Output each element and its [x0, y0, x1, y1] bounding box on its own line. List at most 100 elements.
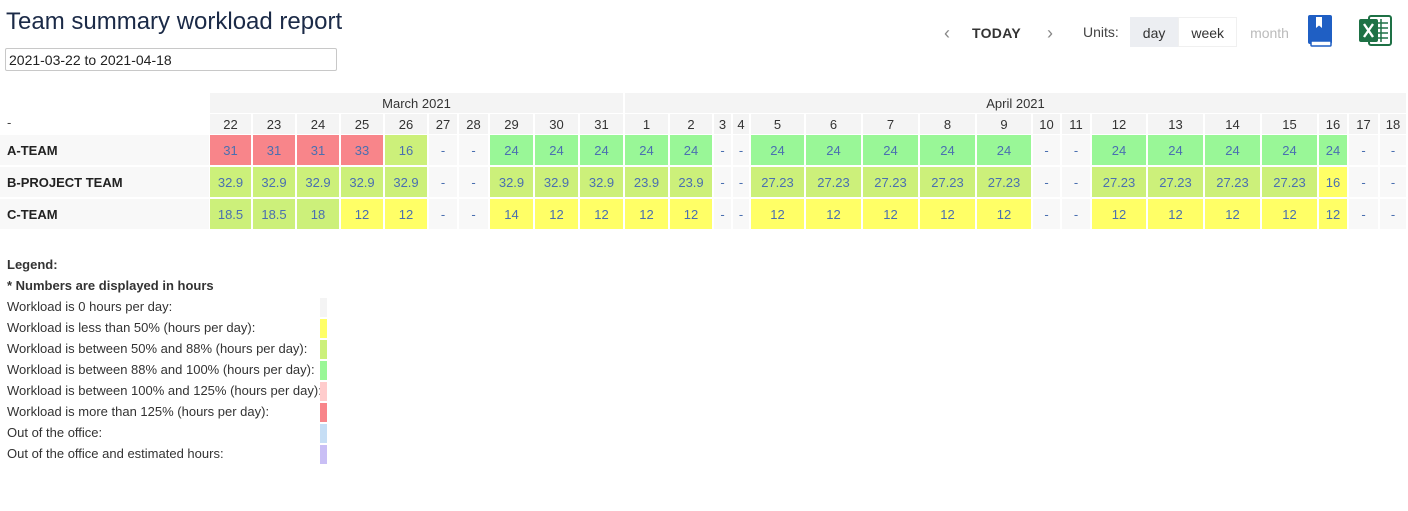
workload-cell[interactable]: 27.23 — [1262, 167, 1317, 197]
chevron-left-icon[interactable]: ‹ — [944, 22, 950, 43]
workload-cell[interactable]: 27.23 — [920, 167, 975, 197]
workload-cell[interactable]: 24 — [1092, 135, 1146, 165]
workload-cell[interactable]: - — [733, 199, 749, 229]
workload-cell[interactable]: - — [459, 167, 488, 197]
workload-cell[interactable]: 31 — [297, 135, 339, 165]
workload-cell[interactable]: 23.9 — [670, 167, 712, 197]
workload-cell[interactable]: 31 — [253, 135, 295, 165]
workload-cell[interactable]: 16 — [1319, 167, 1347, 197]
workload-cell[interactable]: 12 — [1319, 199, 1347, 229]
workload-cell[interactable]: 24 — [1319, 135, 1347, 165]
workload-cell[interactable]: - — [733, 135, 749, 165]
unit-day-button[interactable]: day — [1129, 17, 1179, 47]
workload-cell[interactable]: - — [1349, 167, 1378, 197]
legend-item: Workload is between 100% and 125% (hours… — [7, 380, 337, 401]
workload-cell[interactable]: 24 — [920, 135, 975, 165]
workload-cell[interactable]: 27.23 — [1205, 167, 1260, 197]
workload-cell[interactable]: 24 — [977, 135, 1031, 165]
workload-cell[interactable]: 24 — [490, 135, 533, 165]
workload-cell[interactable]: 12 — [920, 199, 975, 229]
workload-cell[interactable]: 27.23 — [806, 167, 861, 197]
workload-cell[interactable]: - — [1380, 199, 1406, 229]
workload-cell[interactable]: - — [459, 199, 488, 229]
workload-cell[interactable]: 24 — [806, 135, 861, 165]
day-header: 1 — [625, 114, 668, 134]
workload-cell[interactable]: 32.9 — [385, 167, 427, 197]
workload-cell[interactable]: 24 — [535, 135, 578, 165]
workload-cell[interactable]: 32.9 — [535, 167, 578, 197]
workload-cell[interactable]: 12 — [1205, 199, 1260, 229]
today-button[interactable]: TODAY — [972, 25, 1021, 41]
unit-week-button[interactable]: week — [1178, 17, 1238, 47]
workload-cell[interactable]: 32.9 — [297, 167, 339, 197]
day-header: 2 — [670, 114, 712, 134]
workload-cell[interactable]: 24 — [1205, 135, 1260, 165]
workload-cell[interactable]: 27.23 — [1148, 167, 1203, 197]
workload-cell[interactable]: - — [429, 135, 457, 165]
workload-cell[interactable]: - — [1033, 199, 1060, 229]
workload-cell[interactable]: 14 — [490, 199, 533, 229]
workload-cell[interactable]: 24 — [1262, 135, 1317, 165]
workload-cell[interactable]: 24 — [751, 135, 804, 165]
workload-cell[interactable]: - — [714, 135, 731, 165]
workload-cell[interactable]: 32.9 — [253, 167, 295, 197]
workload-cell[interactable]: - — [1062, 135, 1090, 165]
workload-cell[interactable]: 12 — [1262, 199, 1317, 229]
workload-cell[interactable]: - — [1033, 135, 1060, 165]
units-switcher: Units: day week month — [1083, 17, 1302, 47]
workload-cell[interactable]: 12 — [535, 199, 578, 229]
workload-cell[interactable]: 12 — [863, 199, 918, 229]
excel-icon[interactable] — [1358, 14, 1392, 47]
workload-cell[interactable]: 27.23 — [751, 167, 804, 197]
workload-cell[interactable]: 33 — [341, 135, 383, 165]
workload-cell[interactable]: 32.9 — [490, 167, 533, 197]
workload-cell[interactable]: 12 — [385, 199, 427, 229]
workload-cell[interactable]: 12 — [625, 199, 668, 229]
workload-cell[interactable]: 12 — [751, 199, 804, 229]
workload-cell[interactable]: - — [1033, 167, 1060, 197]
workload-cell[interactable]: - — [1380, 135, 1406, 165]
workload-cell[interactable]: - — [459, 135, 488, 165]
date-range-input[interactable] — [5, 48, 337, 71]
day-header: 8 — [920, 114, 975, 134]
workload-cell[interactable]: 23.9 — [625, 167, 668, 197]
workload-cell[interactable]: 31 — [210, 135, 251, 165]
workload-cell[interactable]: - — [714, 199, 731, 229]
team-name: B-PROJECT TEAM — [0, 167, 209, 197]
workload-cell[interactable]: - — [714, 167, 731, 197]
workload-cell[interactable]: - — [429, 167, 457, 197]
workload-cell[interactable]: - — [1349, 135, 1378, 165]
workload-cell[interactable]: 12 — [806, 199, 861, 229]
workload-cell[interactable]: 24 — [580, 135, 623, 165]
workload-cell[interactable]: - — [1062, 167, 1090, 197]
workload-cell[interactable]: 12 — [1148, 199, 1203, 229]
workload-cell[interactable]: 18.5 — [253, 199, 295, 229]
workload-cell[interactable]: 24 — [863, 135, 918, 165]
workload-cell[interactable]: - — [429, 199, 457, 229]
day-header: 9 — [977, 114, 1031, 134]
workload-cell[interactable]: 24 — [625, 135, 668, 165]
workload-cell[interactable]: - — [733, 167, 749, 197]
workload-cell[interactable]: 18.5 — [210, 199, 251, 229]
workload-cell[interactable]: 16 — [385, 135, 427, 165]
workload-cell[interactable]: 32.9 — [210, 167, 251, 197]
workload-cell[interactable]: 27.23 — [977, 167, 1031, 197]
workload-cell[interactable]: - — [1380, 167, 1406, 197]
workload-cell[interactable]: 27.23 — [1092, 167, 1146, 197]
unit-month-button[interactable]: month — [1237, 17, 1302, 47]
workload-cell[interactable]: 12 — [977, 199, 1031, 229]
workload-cell[interactable]: 27.23 — [863, 167, 918, 197]
workload-cell[interactable]: 18 — [297, 199, 339, 229]
workload-cell[interactable]: - — [1062, 199, 1090, 229]
chevron-right-icon[interactable]: › — [1046, 22, 1053, 43]
workload-cell[interactable]: 32.9 — [580, 167, 623, 197]
workload-cell[interactable]: 12 — [341, 199, 383, 229]
book-icon[interactable] — [1307, 14, 1333, 47]
workload-cell[interactable]: 12 — [580, 199, 623, 229]
workload-cell[interactable]: 24 — [670, 135, 712, 165]
workload-cell[interactable]: 12 — [670, 199, 712, 229]
workload-cell[interactable]: 32.9 — [341, 167, 383, 197]
workload-cell[interactable]: 12 — [1092, 199, 1146, 229]
workload-cell[interactable]: 24 — [1148, 135, 1203, 165]
workload-cell[interactable]: - — [1349, 199, 1378, 229]
